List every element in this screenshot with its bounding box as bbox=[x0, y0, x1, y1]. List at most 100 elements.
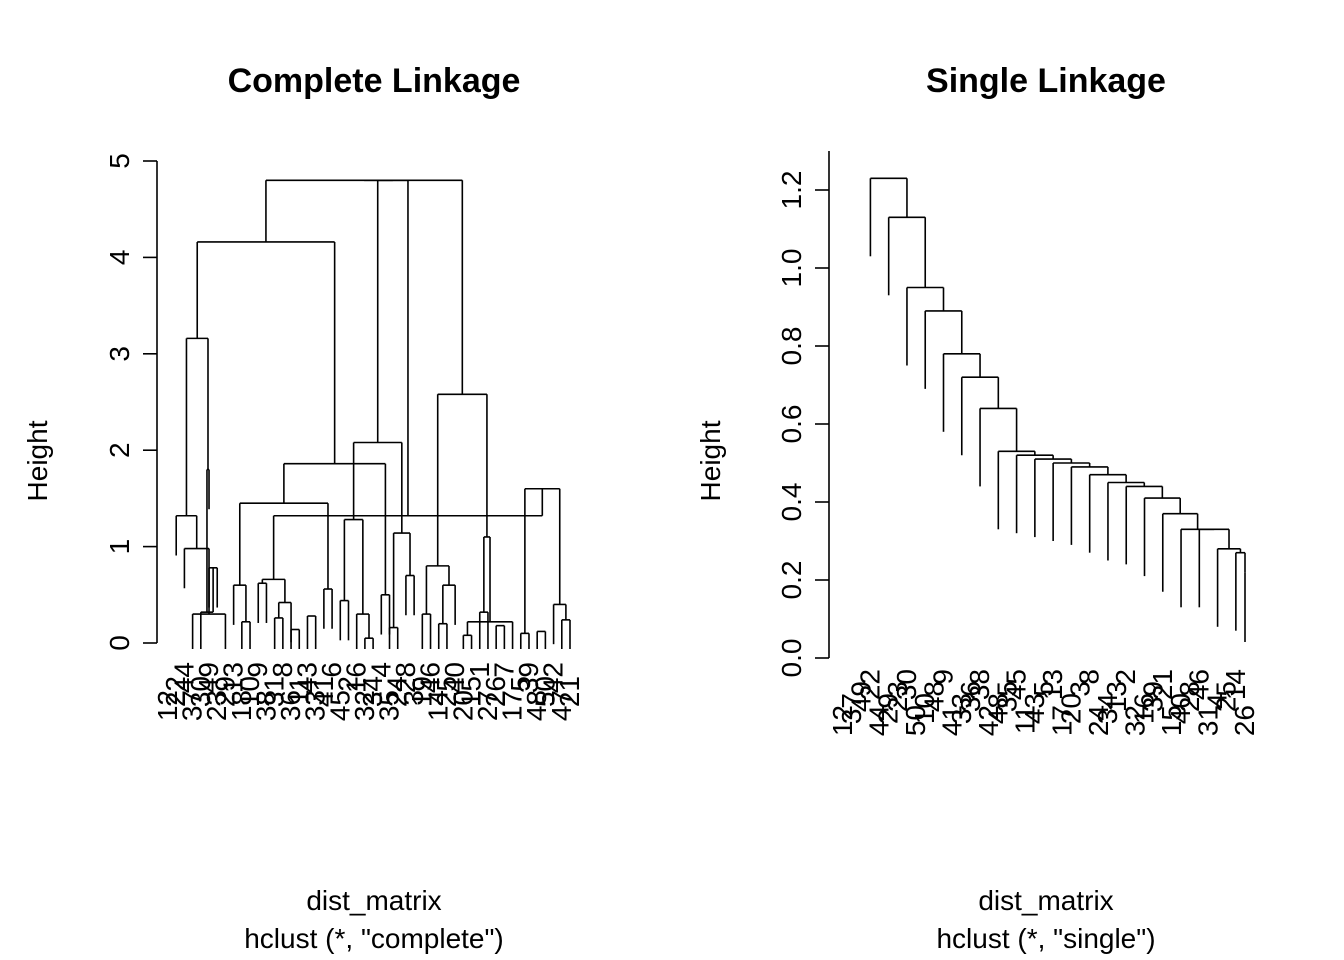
leaf-label: 34 bbox=[1092, 693, 1123, 724]
leaf-label: 46 bbox=[415, 662, 446, 693]
leaf-label: 2 bbox=[332, 676, 363, 692]
leaf-label: 8 bbox=[267, 662, 298, 678]
leaf-label: 31 bbox=[259, 676, 290, 707]
y-tick-label: 2 bbox=[104, 442, 135, 458]
leaf-label: 4 bbox=[365, 662, 396, 678]
leaf-label: 40 bbox=[439, 662, 470, 693]
leaf-label: 26 bbox=[480, 676, 511, 707]
leaf-label: 33 bbox=[946, 693, 977, 724]
y-axis-single: 0.0 0.2 0.4 0.6 0.8 1.0 1.2 bbox=[776, 151, 830, 677]
leaf-label: 44 bbox=[864, 705, 895, 736]
leaf-label: 20 bbox=[1055, 693, 1086, 724]
leaf-label: 5 bbox=[1028, 681, 1059, 697]
leaf-label: 36 bbox=[955, 681, 986, 712]
leaf-label: 39 bbox=[513, 662, 544, 693]
leaf-label: 22 bbox=[160, 676, 191, 707]
leaf-label: 38 bbox=[964, 669, 995, 700]
leaf-label: 28 bbox=[390, 662, 421, 693]
leaf-label: 29 bbox=[209, 676, 240, 707]
leaf-label: 9 bbox=[928, 669, 959, 685]
leaf-label: 13 bbox=[1101, 681, 1132, 712]
y-tick-label: 0.2 bbox=[776, 561, 807, 600]
leaf-label: 26 bbox=[1229, 705, 1260, 736]
leaf-label: 8 bbox=[1074, 669, 1105, 685]
leaf-label: 10 bbox=[234, 676, 265, 707]
y-tick-label: 0 bbox=[104, 635, 135, 651]
leaf-label: 27 bbox=[472, 690, 503, 721]
y-tick-label: 0.4 bbox=[776, 483, 807, 522]
leaf-label: 3 bbox=[1065, 681, 1096, 697]
leaf-label: 48 bbox=[982, 693, 1013, 724]
y-axis-label-complete: Height bbox=[22, 420, 53, 501]
leaf-label: 47 bbox=[546, 690, 577, 721]
leaf-label: 14 bbox=[1220, 669, 1251, 700]
leaf-label: 1 bbox=[464, 662, 495, 678]
leaf-label: 49 bbox=[193, 662, 224, 693]
leaf-label: 21 bbox=[1147, 669, 1178, 700]
leaf-label: 29 bbox=[873, 693, 904, 724]
leaf-label: 40 bbox=[1165, 693, 1196, 724]
leaf-label: 31 bbox=[1192, 705, 1223, 736]
x-axis-sublabel-single: hclust (*, "single") bbox=[936, 923, 1155, 954]
leaf-label: 9 bbox=[242, 662, 273, 678]
leaf-label: 50 bbox=[900, 705, 931, 736]
leaf-label: 42 bbox=[538, 662, 569, 693]
leaf-label: 3 bbox=[398, 690, 429, 706]
leaf-label: 7 bbox=[488, 662, 519, 678]
y-tick-label: 1.0 bbox=[776, 249, 807, 288]
leaf-label: 22 bbox=[854, 669, 885, 700]
leaf-label: 48 bbox=[521, 690, 552, 721]
leaf-label: 44 bbox=[168, 662, 199, 693]
y-tick-label: 3 bbox=[104, 346, 135, 362]
leaf-label: 16 bbox=[341, 662, 372, 693]
leaf-label: 4 bbox=[1202, 693, 1233, 709]
leaf-label: 12 bbox=[827, 705, 858, 736]
leaf-label: 30 bbox=[891, 669, 922, 700]
leaf-label: 43 bbox=[291, 662, 322, 693]
leaf-label: 42 bbox=[973, 705, 1004, 736]
leaf-label: 36 bbox=[275, 690, 306, 721]
y-tick-label: 0.8 bbox=[776, 327, 807, 366]
leaf-label: 45 bbox=[1001, 669, 1032, 700]
y-tick-label: 1 bbox=[104, 539, 135, 555]
leaf-label: 37 bbox=[836, 693, 867, 724]
leaf-label: 24 bbox=[382, 676, 413, 707]
leaf-label: 17 bbox=[1046, 705, 1077, 736]
leaf-label: 37 bbox=[177, 690, 208, 721]
y-tick-label: 0.6 bbox=[776, 405, 807, 444]
leaf-label: 15 bbox=[456, 676, 487, 707]
x-axis-label-complete: dist_matrix bbox=[306, 885, 441, 916]
leaf-label: 49 bbox=[845, 681, 876, 712]
leaf-label: 23 bbox=[882, 681, 913, 712]
y-axis-label-single: Height bbox=[695, 420, 726, 501]
leaf-label: 21 bbox=[554, 676, 585, 707]
leaf-label: 13 bbox=[218, 662, 249, 693]
leaf-label: 30 bbox=[185, 676, 216, 707]
leaf-label: 24 bbox=[1083, 705, 1114, 736]
leaf-label: 33 bbox=[300, 690, 331, 721]
y-tick-label: 1.2 bbox=[776, 171, 807, 210]
leaf-label: 6 bbox=[316, 662, 347, 678]
leaf-label: 32 bbox=[1119, 705, 1150, 736]
y-tick-label: 5 bbox=[104, 153, 135, 169]
leaf-label: 5 bbox=[505, 676, 536, 692]
leaf-label: 41 bbox=[937, 705, 968, 736]
y-tick-label: 4 bbox=[104, 250, 135, 266]
x-axis-label-single: dist_matrix bbox=[978, 885, 1113, 916]
leaf-label: 11 bbox=[283, 676, 314, 705]
leaf-label: 20 bbox=[447, 690, 478, 721]
leaf-label: 14 bbox=[423, 690, 454, 721]
leaf-label: 16 bbox=[1129, 693, 1160, 724]
leaf-label: 13 bbox=[1037, 669, 1068, 700]
leaf-label: 12 bbox=[152, 690, 183, 721]
leaf-label: 38 bbox=[250, 690, 281, 721]
chart-title-complete: Complete Linkage bbox=[228, 62, 521, 100]
leaf-label: 46 bbox=[1183, 669, 1214, 700]
panel-complete: Complete Linkage dist_matrix hclust (*, … bbox=[22, 62, 585, 954]
leaf-label: 41 bbox=[308, 676, 339, 707]
dendrogram-single: 1237492244292330501048941333638424835451… bbox=[827, 177, 1260, 736]
leaf-label: 43 bbox=[1019, 693, 1050, 724]
leaf-label: 15 bbox=[1156, 705, 1187, 736]
leaf-label: 32 bbox=[349, 690, 380, 721]
